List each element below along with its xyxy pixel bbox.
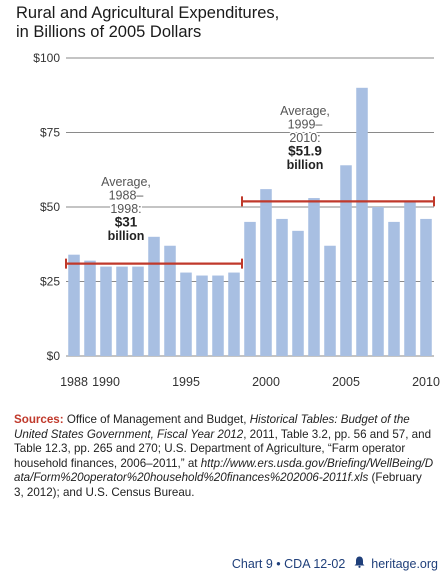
chart-title: Rural and Agricultural Expenditures, in … xyxy=(16,4,436,42)
x-tick-label-2005: 2005 xyxy=(332,375,360,389)
bar-chart: $0 $25 $50 $75 $100 1988 1990 1995 2000 2005 2010 A… xyxy=(33,51,440,389)
y-tick-label-100: $100 xyxy=(33,51,60,65)
average-label-2-heading: Average, xyxy=(280,104,330,118)
average-label-1-heading: Average, xyxy=(101,175,151,189)
liberty-bell-icon xyxy=(354,556,365,571)
bar-2004 xyxy=(324,245,336,356)
bar-1994 xyxy=(164,245,176,356)
bar-1995 xyxy=(180,272,192,356)
x-tick-label-1988: 1988 xyxy=(60,375,88,389)
y-tick-label-50: $50 xyxy=(40,200,60,214)
bar-2002 xyxy=(292,230,304,356)
bar-2008 xyxy=(388,221,400,356)
bar-2003 xyxy=(308,198,320,356)
site-link[interactable]: heritage.org xyxy=(371,557,438,571)
bar-1998 xyxy=(228,272,240,356)
bar-1992 xyxy=(132,266,144,356)
bar-2009 xyxy=(404,201,416,356)
x-tick-label-1995: 1995 xyxy=(172,375,200,389)
sources-note: Sources: Office of Management and Budget… xyxy=(14,413,434,501)
average-label-1-period-end: 1998: xyxy=(110,202,141,216)
bar-1997 xyxy=(212,275,224,356)
sources-text-2: , 2011, Table 3.2, pp. 56 and 57, and Ta… xyxy=(14,427,432,470)
sources-italic-1: Historical Tables: Budget of the United … xyxy=(14,413,410,441)
bar-1989 xyxy=(84,260,96,356)
bar-1993 xyxy=(148,236,160,356)
bar-2007 xyxy=(372,207,384,356)
bar-1991 xyxy=(116,266,128,356)
bar-2010 xyxy=(420,218,432,356)
bar-2001 xyxy=(276,218,288,356)
chart-title-line-2: in Billions of 2005 Dollars xyxy=(16,23,202,41)
sources-label: Sources: xyxy=(14,413,64,426)
bar-1999 xyxy=(244,221,256,356)
x-tick-label-2000: 2000 xyxy=(252,375,280,389)
y-tick-label-0: $0 xyxy=(47,349,61,363)
average-label-2-period-end: 2010: xyxy=(289,131,320,145)
sources-text-1: Office of Management and Budget, xyxy=(63,413,250,426)
y-tick-label-75: $75 xyxy=(40,126,60,140)
bar-1988 xyxy=(68,254,80,356)
bar-2000 xyxy=(260,189,272,356)
x-tick-label-2010: 2010 xyxy=(412,375,440,389)
average-label-1-value: $31 xyxy=(115,215,138,230)
bar-2005 xyxy=(340,165,352,356)
bar-1996 xyxy=(196,275,208,356)
x-tick-label-1990: 1990 xyxy=(92,375,120,389)
y-tick-label-25: $25 xyxy=(40,275,60,289)
bar-1990 xyxy=(100,266,112,356)
bar-2006 xyxy=(356,87,368,357)
chart-title-line-1: Rural and Agricultural Expenditures, xyxy=(16,4,280,22)
chart-id-label: Chart 9 • CDA 12-02 xyxy=(231,557,346,571)
average-label-1-period-start: 1988– xyxy=(109,189,144,203)
average-label-2-value: $51.9 xyxy=(288,144,322,159)
average-label-2-period-start: 1999– xyxy=(288,118,323,132)
average-label-1-unit: billion xyxy=(108,229,145,243)
sources-text-3: (February 3, 2012); and U.S. Census Bure… xyxy=(14,471,422,499)
footer: Chart 9 • CDA 12-02 heritage.org xyxy=(232,556,438,571)
sources-url: http://www.ers.usda.gov/Briefing/WellBei… xyxy=(14,456,434,485)
average-label-2-unit: billion xyxy=(287,158,324,172)
